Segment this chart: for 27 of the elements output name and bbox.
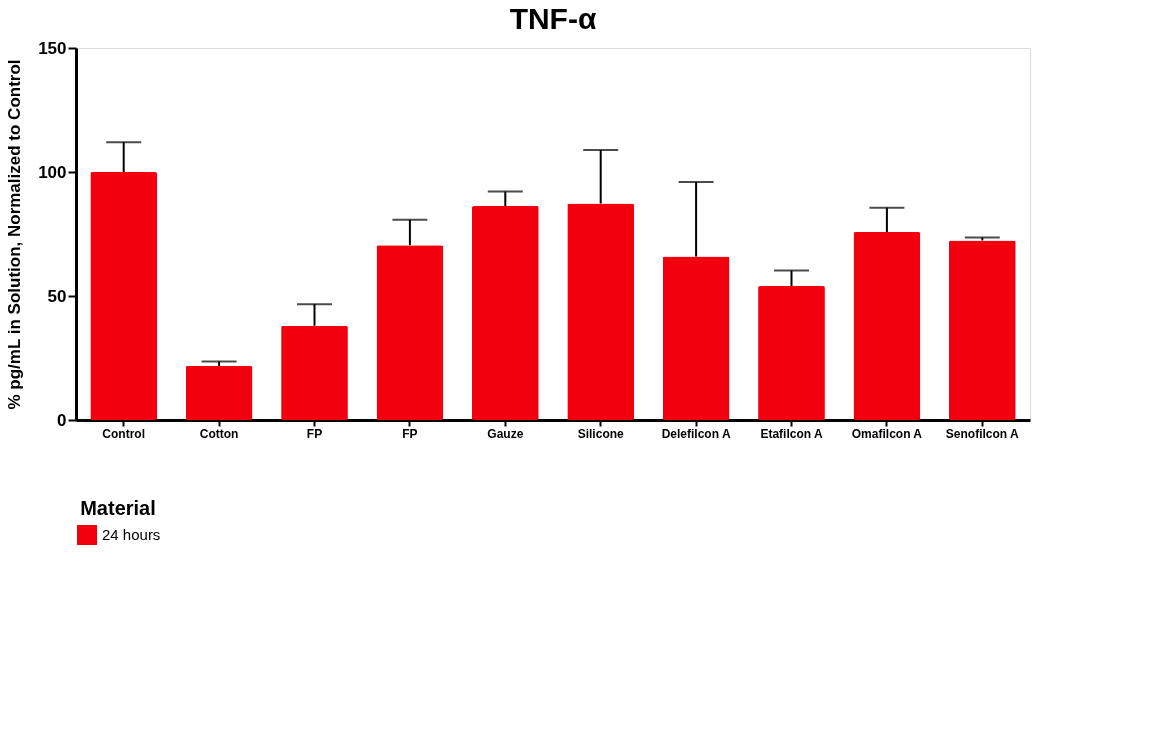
bar <box>376 245 444 420</box>
legend-title: Material <box>80 497 156 519</box>
y-tick-label: 100 <box>38 162 67 182</box>
bar <box>471 205 539 420</box>
x-tick-label: Gauze <box>487 426 524 441</box>
chart-title: TNF-α <box>509 2 597 35</box>
x-tick-label: Omafilcon A <box>851 426 923 441</box>
x-tick-label: FP <box>402 426 418 441</box>
bar <box>281 325 348 420</box>
x-tick-label: Etafilcon A <box>760 426 823 441</box>
bar <box>90 172 158 420</box>
bar <box>567 203 635 420</box>
x-tick-label: Delefilcon A <box>661 426 731 441</box>
x-tick-label: Cotton <box>199 426 239 441</box>
y-tick-label: 150 <box>38 38 67 58</box>
y-tick-label: 0 <box>57 410 67 430</box>
bar <box>853 232 921 420</box>
y-tick-label: 50 <box>47 286 67 306</box>
x-tick-label: FP <box>306 426 323 441</box>
x-tick-label: Control <box>102 426 146 441</box>
x-tick-label: Senofilcon A <box>945 426 1020 441</box>
x-tick-label: Silicone <box>577 426 625 441</box>
bar <box>948 240 1016 420</box>
bar <box>758 286 825 420</box>
legend-label: 24 hours <box>102 526 161 543</box>
y-axis-title: % pg/mL in Solution, Normalized to Control <box>5 59 25 410</box>
bar <box>662 256 730 420</box>
